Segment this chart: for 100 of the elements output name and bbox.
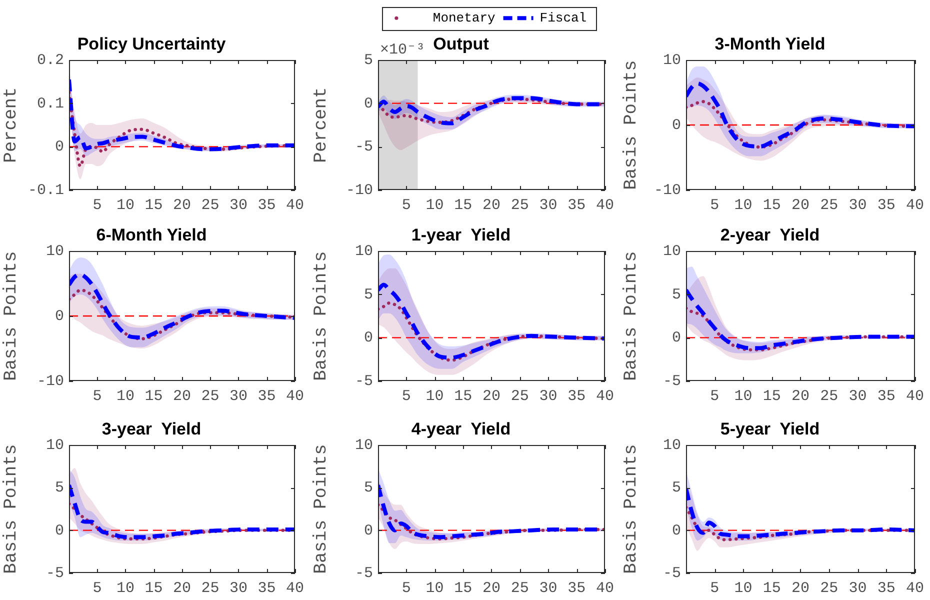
x-tick-label: 10	[426, 388, 444, 405]
y-tick-label: -5	[354, 138, 373, 156]
y-tick-label: 5	[364, 52, 373, 69]
x-tick-label: 40	[596, 196, 614, 214]
x-tick-label: 10	[426, 580, 444, 597]
chart-title: 6-Month Yield	[96, 225, 207, 244]
y-tick-label: -10	[36, 372, 64, 390]
y-axis-title: Percent	[312, 87, 332, 163]
y-tick-label: 10	[662, 52, 681, 69]
y-tick-label: 0	[54, 522, 64, 540]
x-tick-label: 40	[596, 580, 614, 597]
x-tick-label: 15	[454, 196, 472, 214]
x-tick-label: 20	[482, 196, 501, 214]
y-tick-label: 10	[46, 242, 64, 260]
chart-title: 3-year Yield	[102, 419, 202, 438]
y-tick-label: -10	[654, 182, 681, 199]
x-tick-label: 15	[454, 388, 472, 405]
y-axis-title: Basis Points	[312, 251, 332, 381]
y-tick-label: 10	[46, 436, 64, 454]
line-series	[378, 282, 605, 360]
y-tick-label: 10	[354, 436, 373, 454]
x-tick-label: 5	[402, 580, 411, 597]
x-tick-label: 5	[402, 196, 411, 214]
x-tick-label: 20	[172, 196, 192, 214]
x-tick-label: 20	[482, 388, 501, 405]
y-axis-title: Percent	[2, 87, 22, 163]
text: ×10⁻³	[380, 41, 426, 58]
y-tick-label: -5	[354, 372, 373, 390]
y-tick-label: 10	[354, 242, 373, 260]
y-axis-title: Basis Points	[312, 444, 332, 574]
x-tick-label: 5	[710, 388, 720, 405]
chart-title: 5-year Yield	[720, 419, 820, 438]
x-tick-label: 5	[710, 196, 720, 214]
y-tick-label: 0	[672, 522, 681, 540]
x-tick-label: 40	[906, 580, 924, 597]
x-tick-label: 35	[258, 196, 276, 214]
chart-title: Policy Uncertainty	[77, 34, 226, 54]
y-tick-label: 0	[54, 138, 64, 156]
y-axis-title: Basis Points	[622, 444, 642, 574]
x-tick-label: 35	[258, 580, 276, 597]
x-tick-label: 25	[820, 388, 838, 405]
y-tick-label: -5	[662, 564, 681, 582]
x-tick-label: 25	[201, 388, 220, 405]
x-tick-label: 35	[568, 388, 586, 405]
y-tick-label: 0	[54, 308, 64, 325]
x-tick-label: 35	[877, 580, 896, 597]
x-tick-label: 15	[144, 388, 163, 405]
x-tick-label: 30	[229, 580, 248, 597]
x-tick-label: 40	[596, 388, 614, 405]
x-tick-label: 25	[510, 388, 529, 405]
y-tick-label: -10	[346, 182, 373, 199]
x-tick-label: 30	[539, 388, 558, 405]
y-tick-label: 0	[672, 330, 681, 347]
x-tick-label: 15	[144, 580, 163, 597]
x-tick-label: 25	[201, 580, 220, 597]
x-tick-label: 40	[286, 580, 304, 597]
x-tick-label: 5	[92, 580, 102, 597]
x-tick-label: 30	[229, 196, 248, 214]
x-tick-label: 35	[568, 580, 586, 597]
line-series	[378, 503, 605, 540]
y-tick-label: 0.2	[36, 52, 64, 69]
x-tick-label: 25	[820, 580, 838, 597]
chart-title: 2-year Yield	[720, 225, 820, 244]
x-tick-label: 40	[906, 388, 924, 405]
x-tick-label: 40	[286, 196, 304, 214]
y-tick-label: 0.1	[36, 95, 64, 112]
x-tick-label: 25	[820, 196, 838, 214]
x-tick-label: 10	[734, 388, 752, 405]
x-tick-label: 25	[201, 196, 220, 214]
chart-title: Output	[433, 34, 490, 54]
x-tick-label: 30	[848, 388, 867, 405]
y-tick-label: 10	[662, 242, 681, 260]
x-tick-label: 20	[791, 388, 810, 405]
x-tick-label: 15	[144, 196, 163, 214]
x-tick-label: 30	[848, 196, 867, 214]
y-tick-label: 0	[364, 95, 373, 112]
chart-title: 4-year Yield	[411, 419, 511, 438]
y-tick-label: 5	[672, 480, 681, 497]
line-series	[69, 483, 295, 540]
x-tick-label: 10	[116, 388, 135, 405]
x-tick-label: 30	[848, 580, 867, 597]
x-tick-label: 20	[172, 580, 192, 597]
x-tick-label: 40	[286, 388, 304, 405]
line-series	[686, 486, 915, 538]
y-tick-label: -0.1	[28, 182, 64, 199]
x-tick-label: 5	[92, 388, 102, 405]
x-tick-label: 30	[229, 388, 248, 405]
y-tick-label: 5	[672, 286, 681, 304]
x-tick-label: 10	[426, 196, 444, 214]
y-tick-label: 10	[662, 436, 681, 454]
x-tick-label: 30	[539, 196, 558, 214]
x-tick-label: 10	[734, 580, 752, 597]
x-tick-label: 20	[791, 196, 810, 214]
x-tick-label: 25	[510, 580, 529, 597]
x-tick-label: 30	[539, 580, 558, 597]
x-tick-label: 5	[710, 580, 720, 597]
y-axis-title: Basis Points	[622, 60, 642, 190]
line-series	[686, 288, 915, 350]
x-tick-label: 35	[258, 388, 276, 405]
y-tick-label: 0	[672, 116, 681, 134]
